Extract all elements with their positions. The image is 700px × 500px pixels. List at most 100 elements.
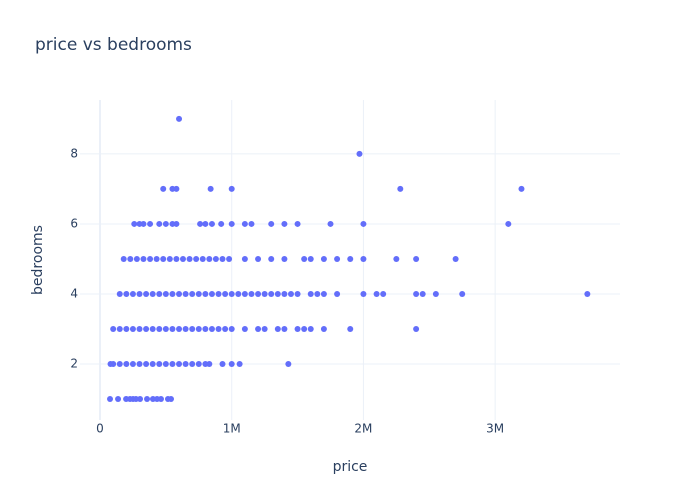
point — [107, 395, 114, 402]
point — [301, 325, 308, 332]
point — [268, 255, 275, 262]
point — [518, 185, 525, 192]
point — [189, 360, 196, 367]
point — [268, 220, 275, 227]
point — [127, 255, 134, 262]
point — [236, 360, 243, 367]
point — [294, 220, 301, 227]
point — [281, 220, 288, 227]
point — [162, 290, 169, 297]
point — [149, 360, 156, 367]
point — [133, 255, 140, 262]
point — [173, 185, 180, 192]
point — [219, 360, 226, 367]
point — [179, 255, 186, 262]
point — [173, 220, 180, 227]
point — [228, 220, 235, 227]
point — [347, 325, 354, 332]
point — [156, 220, 163, 227]
point — [248, 290, 255, 297]
point — [160, 185, 167, 192]
point — [334, 255, 341, 262]
point — [320, 325, 327, 332]
point — [136, 325, 143, 332]
point — [136, 360, 143, 367]
point — [116, 325, 123, 332]
x-tick-label: 0 — [96, 422, 104, 436]
point — [208, 220, 215, 227]
point — [380, 290, 387, 297]
point — [199, 255, 206, 262]
point — [320, 290, 327, 297]
point — [140, 220, 147, 227]
point — [281, 255, 288, 262]
point — [287, 290, 294, 297]
point — [373, 290, 380, 297]
point — [281, 290, 288, 297]
point — [149, 290, 156, 297]
point — [413, 290, 420, 297]
point — [274, 325, 281, 332]
point — [255, 325, 262, 332]
point — [156, 360, 163, 367]
point — [241, 290, 248, 297]
point — [176, 360, 183, 367]
point — [166, 255, 173, 262]
point — [173, 255, 180, 262]
point — [143, 360, 150, 367]
point — [222, 325, 229, 332]
point — [301, 255, 308, 262]
point — [157, 395, 164, 402]
point — [182, 360, 189, 367]
point — [215, 290, 222, 297]
y-tick-label: 2 — [70, 356, 78, 370]
point — [413, 255, 420, 262]
point — [255, 290, 262, 297]
point — [144, 395, 151, 402]
point — [160, 255, 167, 262]
point — [347, 255, 354, 262]
point — [314, 290, 321, 297]
point — [360, 255, 367, 262]
point — [162, 360, 169, 367]
point — [397, 185, 404, 192]
x-tick-label: 1M — [223, 422, 241, 436]
point — [202, 290, 209, 297]
point — [261, 290, 268, 297]
point — [169, 325, 176, 332]
point — [169, 360, 176, 367]
point — [248, 220, 255, 227]
point — [193, 255, 200, 262]
point — [189, 290, 196, 297]
point — [393, 255, 400, 262]
point — [419, 290, 426, 297]
point — [186, 255, 193, 262]
point — [176, 115, 183, 122]
point — [182, 325, 189, 332]
point — [356, 150, 363, 157]
point — [115, 395, 122, 402]
point — [123, 290, 130, 297]
point — [218, 220, 225, 227]
point — [255, 255, 262, 262]
point — [131, 220, 138, 227]
point — [219, 255, 226, 262]
point — [307, 290, 314, 297]
point — [143, 325, 150, 332]
point — [110, 360, 117, 367]
point — [137, 395, 144, 402]
chart-title: price vs bedrooms — [35, 35, 192, 55]
point — [120, 255, 127, 262]
point — [268, 290, 275, 297]
point — [208, 290, 215, 297]
point — [129, 325, 136, 332]
point — [195, 360, 202, 367]
point — [189, 325, 196, 332]
point — [156, 325, 163, 332]
point — [195, 290, 202, 297]
x-tick-label: 2M — [354, 422, 372, 436]
point — [208, 325, 215, 332]
point — [241, 255, 248, 262]
